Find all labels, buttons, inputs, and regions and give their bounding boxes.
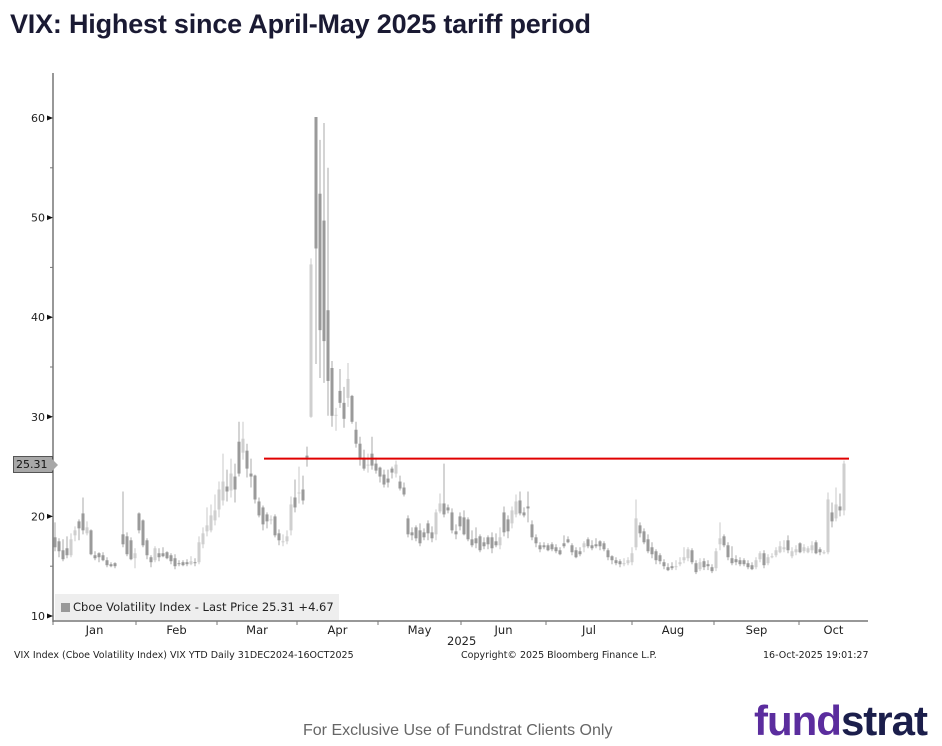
svg-text:Oct: Oct xyxy=(824,623,844,637)
disclaimer-text: For Exclusive Use of Fundstrat Clients O… xyxy=(303,722,613,739)
legend-swatch-icon xyxy=(61,602,70,612)
svg-text:20: 20 xyxy=(31,510,45,523)
svg-text:60: 60 xyxy=(31,112,45,125)
svg-text:Jul: Jul xyxy=(581,623,596,637)
y-tick-labels: 10 20 30 40 50 60 xyxy=(31,112,53,623)
footer-copyright: Copyright© 2025 Bloomberg Finance L.P. xyxy=(461,650,657,661)
legend-label: Cboe Volatility Index - Last Price 25.31… xyxy=(73,600,334,614)
candlestick-series xyxy=(53,117,846,575)
svg-text:Sep: Sep xyxy=(746,623,768,637)
svg-text:May: May xyxy=(408,623,432,637)
chart-title: VIX: Highest since April-May 2025 tariff… xyxy=(10,9,591,39)
svg-text:40: 40 xyxy=(31,311,45,324)
svg-text:Jun: Jun xyxy=(494,623,513,637)
last-price-tag: 25.31 xyxy=(13,456,57,473)
svg-text:Jan: Jan xyxy=(85,623,104,637)
svg-text:Mar: Mar xyxy=(246,623,268,637)
logo-part-fund: fund xyxy=(754,697,842,744)
svg-text:50: 50 xyxy=(31,212,45,225)
footer-source: VIX Index (Cboe Volatility Index) VIX YT… xyxy=(14,650,354,661)
svg-text:10: 10 xyxy=(31,610,45,623)
fundstrat-logo: fundstrat xyxy=(754,697,928,744)
svg-text:Feb: Feb xyxy=(166,623,186,637)
chart-legend: Cboe Volatility Index - Last Price 25.31… xyxy=(55,594,339,620)
svg-text:Aug: Aug xyxy=(662,623,684,637)
svg-text:30: 30 xyxy=(31,411,45,424)
month-tick-labels: Jan Feb Mar Apr May Jun Jul Aug Sep Oct xyxy=(52,621,844,637)
logo-part-strat: strat xyxy=(840,697,928,744)
svg-text:Apr: Apr xyxy=(328,623,348,637)
footer-timestamp: 16-Oct-2025 19:01:27 xyxy=(763,650,869,661)
x-axis-year-label: 2025 xyxy=(447,634,477,648)
